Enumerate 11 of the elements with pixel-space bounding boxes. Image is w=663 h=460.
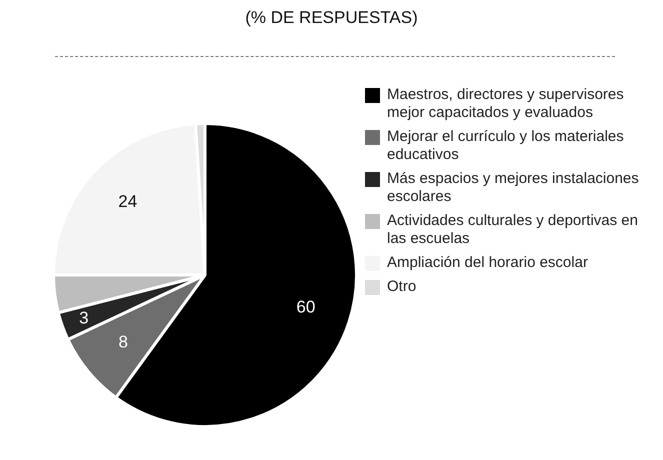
legend-label: Otro: [387, 278, 416, 296]
data-label: 24: [118, 192, 138, 212]
legend-label: Actividades culturales y deportivas en las escuelas: [387, 212, 639, 248]
legend-label: Maestros, directores y supervisores mejor capacitados y evaluados: [387, 86, 625, 122]
data-label: 3: [79, 308, 89, 328]
data-label: 60: [296, 297, 316, 316]
legend-label: Ampliación del horario escolar: [387, 254, 588, 272]
legend-label: Más espacios y mejores instalaciones escolares: [387, 170, 640, 206]
legend-label: Mejorar el currículo y los materiales educativos: [387, 128, 625, 164]
chart-title: (% DE RESPUESTAS): [244, 8, 419, 28]
data-label: 8: [118, 332, 128, 352]
